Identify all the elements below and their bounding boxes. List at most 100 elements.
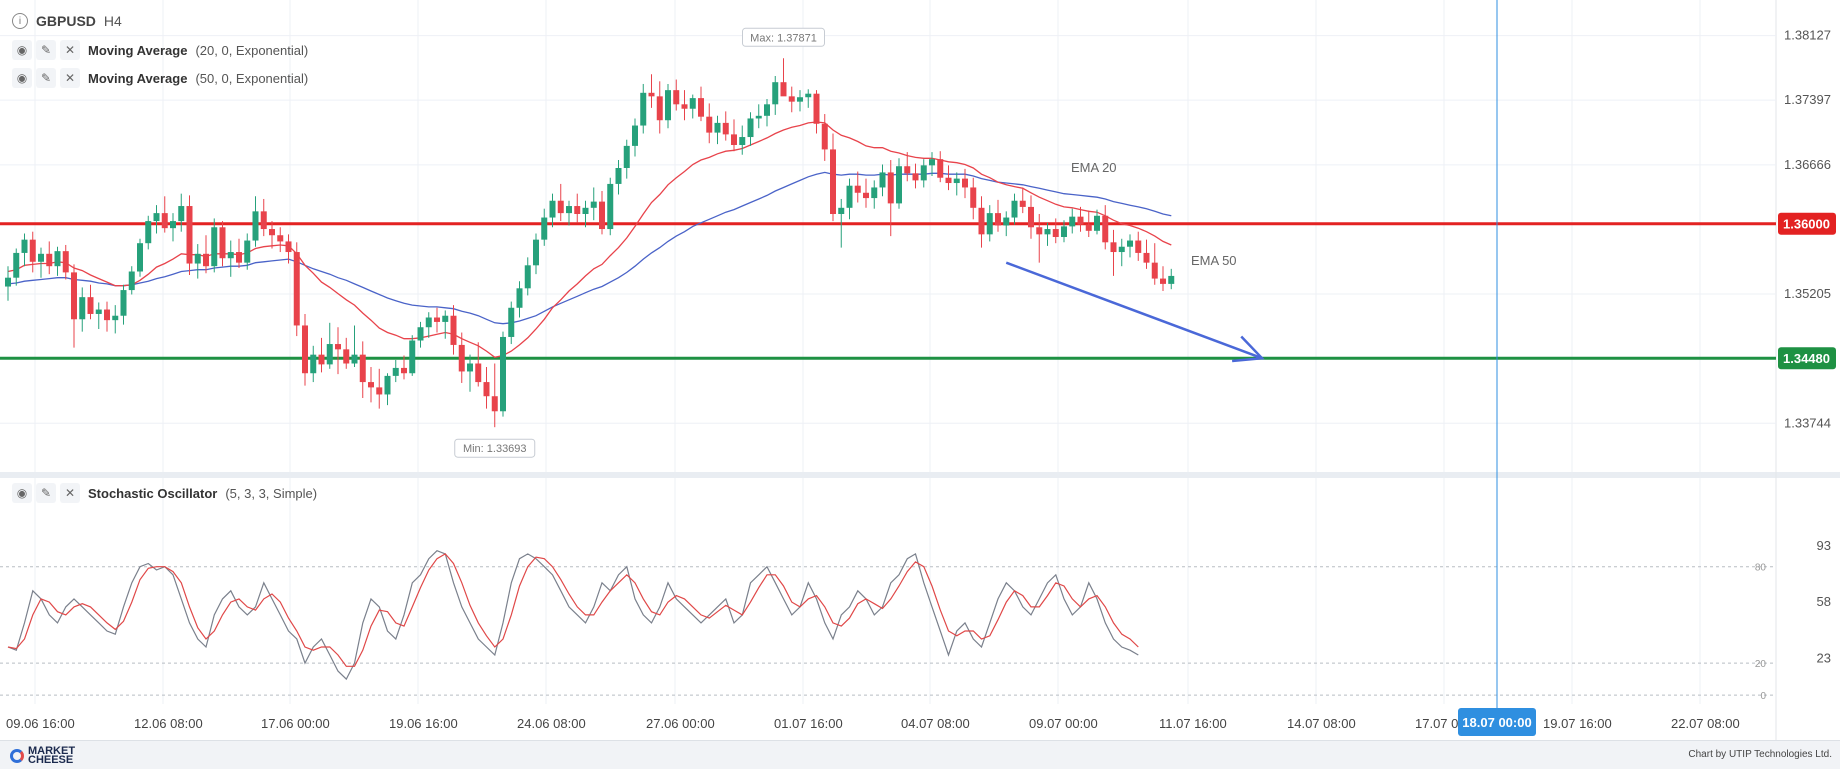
- timeframe-label[interactable]: H4: [103, 13, 122, 29]
- ema20-line: [7, 121, 1172, 358]
- indicator-name: Moving Average: [88, 70, 188, 86]
- wrench-icon[interactable]: ✎: [36, 483, 56, 503]
- time-tick-label: 09.07 00:00: [1029, 716, 1098, 731]
- candle: [79, 287, 86, 332]
- brand-logo[interactable]: MARKET CHEESE: [10, 746, 75, 766]
- candle-body: [219, 227, 226, 259]
- candle-body: [269, 229, 275, 236]
- candle: [1135, 231, 1142, 261]
- close-icon[interactable]: ✕: [60, 483, 80, 503]
- candle: [887, 160, 894, 237]
- candle-body: [153, 213, 160, 222]
- candle-body: [1077, 216, 1084, 225]
- candle-body: [491, 396, 498, 412]
- candle-body: [566, 206, 572, 214]
- candle-body: [62, 251, 69, 273]
- candle-body: [1127, 240, 1133, 247]
- candle-body: [1011, 200, 1018, 218]
- candle: [673, 79, 680, 111]
- candle-body: [887, 172, 894, 204]
- candle-body: [813, 93, 820, 124]
- candle: [194, 244, 201, 279]
- candle-body: [335, 344, 341, 350]
- support-price-label: 1.34480: [1783, 351, 1830, 366]
- ema20-annotation: EMA 20: [1071, 160, 1117, 175]
- candle: [1127, 234, 1133, 258]
- candle: [145, 215, 152, 250]
- candle-body: [260, 211, 267, 230]
- candle-body: [170, 221, 176, 229]
- candle: [128, 266, 135, 295]
- candle: [450, 305, 457, 355]
- candle: [698, 86, 704, 122]
- info-icon[interactable]: i: [12, 13, 28, 29]
- candle-body: [384, 375, 391, 395]
- candle-body: [46, 253, 53, 267]
- candle-body: [104, 309, 110, 321]
- candle-body: [937, 159, 944, 178]
- oscillator-panel-bg: [0, 478, 1840, 704]
- candle: [500, 331, 506, 417]
- candle-body: [178, 206, 185, 222]
- resistance-price-badge: [1778, 212, 1836, 235]
- oscillator-tick-label: 93: [1817, 538, 1831, 553]
- candle: [681, 90, 688, 121]
- candle-body: [764, 104, 770, 116]
- candle-body: [599, 201, 605, 230]
- candle-body: [1061, 226, 1067, 237]
- candle-body: [417, 327, 424, 341]
- candle: [615, 160, 622, 195]
- candle: [285, 234, 292, 264]
- candle-body: [590, 201, 597, 208]
- candle-body: [689, 98, 696, 109]
- eye-icon[interactable]: ◉: [12, 483, 32, 503]
- candle-body: [755, 115, 762, 119]
- close-icon[interactable]: ✕: [60, 40, 80, 60]
- candle: [582, 200, 589, 228]
- candle-body: [38, 253, 44, 262]
- close-icon[interactable]: ✕: [60, 68, 80, 88]
- candle-body: [821, 123, 828, 150]
- wrench-icon[interactable]: ✎: [36, 68, 56, 88]
- candle: [318, 337, 325, 373]
- forecast-arrow-line: [1005, 261, 1263, 360]
- min-marker-box: [454, 438, 536, 458]
- candle: [813, 90, 820, 134]
- candle: [170, 213, 176, 242]
- candle: [310, 345, 317, 383]
- time-axis: 09.06 16:00 12.06 08:00 17.06 00:00 19.06 1…: [6, 716, 1740, 731]
- candle-body: [978, 207, 985, 235]
- candle: [71, 264, 77, 348]
- candle: [524, 257, 531, 296]
- candle: [244, 233, 251, 270]
- candle-body: [863, 192, 869, 199]
- candle-body: [656, 96, 663, 121]
- time-tick-label: 17.06 00:00: [261, 716, 330, 731]
- candle: [1019, 187, 1026, 214]
- oscillator-name: Stochastic Oscillator: [88, 485, 218, 501]
- price-tick-label: 1.37397: [1784, 92, 1831, 107]
- candle-body: [615, 168, 622, 184]
- candle: [269, 221, 275, 249]
- candle: [764, 99, 770, 127]
- crosshair-time-label: 18.07 00:00: [1462, 715, 1531, 730]
- candle: [689, 94, 696, 119]
- candle: [912, 163, 919, 189]
- price-tick-label: 1.33744: [1784, 415, 1831, 430]
- eye-icon[interactable]: ◉: [12, 68, 32, 88]
- credit-text[interactable]: Chart by UTIP Technologies Ltd.: [1688, 749, 1832, 760]
- candle: [755, 104, 762, 129]
- wrench-icon[interactable]: ✎: [36, 40, 56, 60]
- candle: [219, 221, 226, 267]
- candle: [838, 198, 845, 248]
- candle: [797, 90, 803, 112]
- candle: [978, 196, 985, 248]
- symbol-name: GBPUSD: [36, 13, 96, 29]
- candle-body: [533, 239, 539, 266]
- candle: [566, 200, 572, 226]
- candle-body: [112, 315, 119, 321]
- brand-line2: CHEESE: [28, 754, 74, 766]
- eye-icon[interactable]: ◉: [12, 40, 32, 60]
- candle-body: [574, 206, 581, 214]
